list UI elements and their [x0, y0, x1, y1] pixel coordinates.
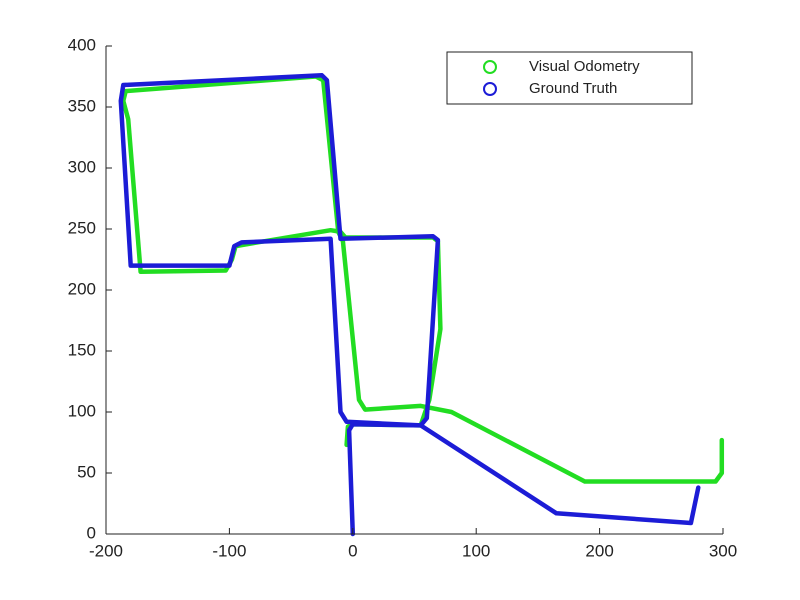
y-tick-label: 100: [68, 401, 96, 420]
y-tick-label: 350: [68, 96, 96, 115]
x-tick-label: -100: [212, 541, 246, 560]
legend-label: Ground Truth: [529, 80, 617, 97]
y-tick-label: 300: [68, 157, 96, 176]
legend-marker: [483, 82, 497, 96]
legend: Visual Odometry Ground Truth: [446, 51, 693, 105]
y-tick-label: 400: [68, 35, 96, 54]
x-tick-label: 200: [585, 541, 613, 560]
x-tick-label: 0: [348, 541, 357, 560]
legend-label: Visual Odometry: [529, 58, 640, 75]
x-tick-label: 300: [709, 541, 737, 560]
x-tick-label: 100: [462, 541, 490, 560]
y-tick-label: 250: [68, 218, 96, 237]
y-tick-label: 150: [68, 340, 96, 359]
y-tick-label: 50: [77, 462, 96, 481]
legend-marker: [483, 60, 497, 74]
y-tick-label: 200: [68, 279, 96, 298]
y-tick-label: 0: [87, 523, 96, 542]
trajectory-line: [118, 73, 701, 537]
x-tick-label: -200: [89, 541, 123, 560]
